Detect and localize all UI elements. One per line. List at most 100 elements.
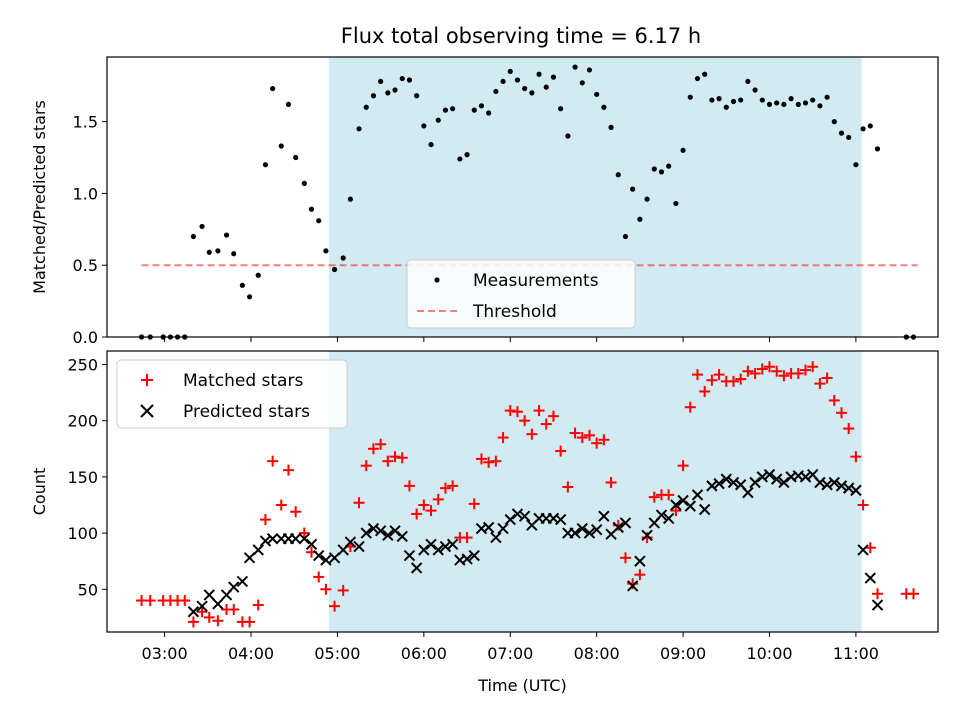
x-b — [259, 535, 272, 547]
y-axis-title: Count — [30, 468, 49, 516]
matched-star-point — [663, 489, 675, 501]
measurement-point — [666, 163, 672, 169]
measurement-point — [246, 294, 253, 300]
predicted-star-point — [799, 471, 812, 483]
matched-star-point — [684, 401, 696, 413]
predicted-star-point — [504, 513, 516, 526]
predicted-star-point — [619, 517, 632, 529]
measurement-point — [293, 154, 299, 161]
matched-star-point — [807, 361, 819, 373]
x-b — [425, 538, 437, 551]
predicted-star-point — [439, 540, 452, 553]
measurement-point — [687, 94, 693, 100]
predicted-star-point — [298, 533, 311, 545]
matched-star-point — [396, 452, 408, 464]
measurement-point — [270, 85, 276, 92]
measurement-point — [399, 75, 405, 82]
x-b — [497, 522, 509, 535]
measurement-point — [795, 101, 801, 107]
predicted-star-point — [259, 535, 272, 547]
measurement-point — [536, 71, 542, 77]
x-b — [410, 562, 423, 574]
x-b — [734, 479, 747, 491]
x-b — [698, 503, 711, 516]
matched-star-point — [857, 499, 869, 511]
matched-star-point — [432, 493, 444, 505]
legend-label: Threshold — [472, 302, 557, 322]
measurement-point — [370, 93, 377, 99]
matched-star-point — [749, 367, 761, 379]
measurement-point — [572, 64, 578, 70]
x-b — [590, 524, 603, 536]
predicted-star-point — [598, 510, 610, 522]
axes-frame — [106, 56, 939, 338]
measurement-point — [673, 200, 679, 207]
measurement-point — [363, 104, 369, 110]
measurement-point — [450, 106, 456, 112]
measurement-point — [774, 100, 780, 106]
predicted-star-point — [446, 538, 459, 551]
x-b — [670, 499, 682, 511]
measurement-point — [622, 233, 629, 240]
x-b — [612, 521, 624, 534]
predicted-star-point — [410, 562, 423, 574]
measurement-point — [637, 216, 643, 222]
legend-x-swatch — [140, 404, 154, 418]
y-tick-label: 150 — [67, 468, 98, 487]
matched-star-point — [298, 527, 310, 539]
measurement-point — [694, 75, 701, 82]
y-tick-label: 0.5 — [73, 256, 98, 275]
predicted-star-point — [320, 554, 332, 566]
predicted-star-point — [212, 598, 224, 610]
x-b — [713, 477, 725, 490]
predicted-star-point — [698, 503, 711, 516]
matched-star-point — [228, 604, 240, 616]
matched-star-point — [418, 499, 430, 511]
x-b — [344, 536, 357, 548]
x-b — [821, 479, 833, 491]
predicted-star-point — [720, 473, 732, 485]
measurement-point — [759, 97, 765, 103]
x-tick-label: 03:00 — [142, 644, 188, 663]
predicted-star-point — [612, 521, 624, 534]
measurement-point — [457, 156, 463, 162]
x-b — [770, 473, 783, 485]
x-b — [266, 533, 279, 545]
predicted-star-point — [569, 527, 581, 539]
x-b — [468, 549, 480, 562]
matched-star-point — [267, 455, 279, 467]
x-b — [706, 480, 718, 492]
x-b — [857, 544, 869, 556]
measurement-point — [723, 104, 729, 110]
predicted-star-point — [749, 476, 761, 489]
legend-label: Matched stars — [183, 371, 303, 391]
measurement-point — [644, 196, 650, 202]
matched-star-point — [411, 508, 423, 520]
matched-star-point — [814, 378, 826, 390]
x-b — [353, 540, 365, 553]
x-b — [511, 508, 524, 520]
measurement-point — [223, 232, 230, 238]
matched-star-point — [648, 491, 660, 503]
matched-star-point — [282, 464, 294, 476]
matched-star-point — [526, 428, 538, 440]
series-matched-stars — [136, 361, 920, 628]
legend-box — [116, 359, 348, 429]
matched-star-point — [872, 588, 884, 600]
y-axis-title: Matched/Predicted stars — [30, 100, 49, 294]
measurement-point — [464, 152, 470, 158]
y-tick-label: 200 — [67, 412, 98, 431]
x-b — [850, 484, 862, 497]
predicted-star-point — [691, 489, 704, 501]
matched-star-point — [800, 364, 812, 376]
measurement-point — [190, 233, 197, 240]
matched-star-point — [771, 365, 783, 377]
x-b — [677, 494, 689, 507]
measurement-point — [471, 107, 477, 113]
x-axis-title: Time (UTC) — [477, 676, 566, 695]
matched-star-point — [179, 595, 191, 607]
measurement-point — [702, 71, 708, 77]
predicted-star-point — [497, 522, 509, 535]
measurement-point — [752, 87, 758, 93]
predicted-star-point — [403, 549, 416, 562]
